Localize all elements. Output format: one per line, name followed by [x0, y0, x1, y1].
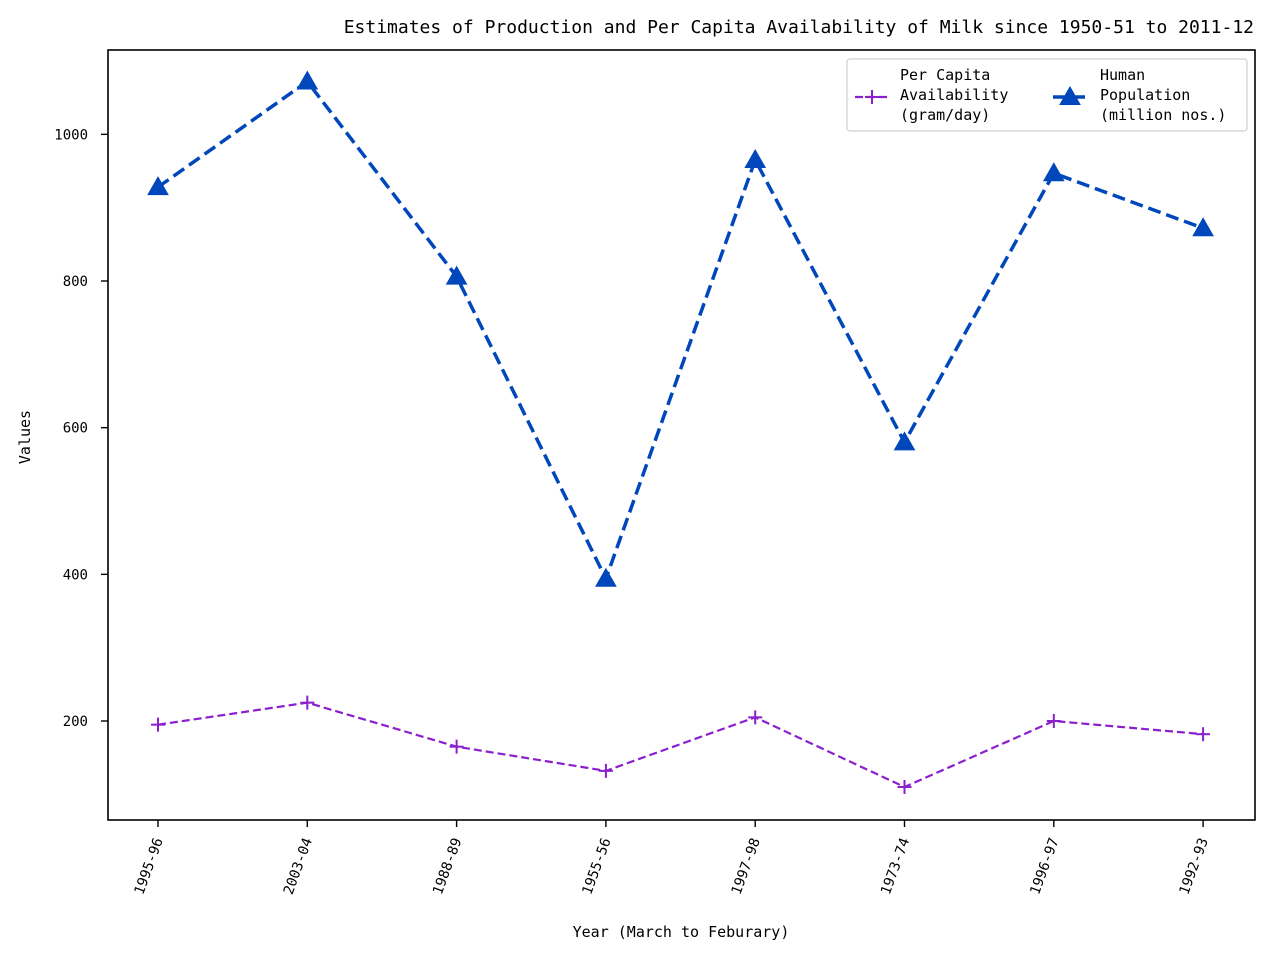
- data-point: [897, 780, 912, 794]
- data-point: [1042, 162, 1065, 182]
- legend-box: [846, 58, 1248, 132]
- x-tick-label: 1973-74: [878, 836, 913, 897]
- legend-marker: [1059, 85, 1081, 105]
- data-point: [744, 148, 767, 168]
- data-point: [449, 739, 464, 754]
- data-point: [1046, 714, 1061, 728]
- legend-item: Human Population (million nos.): [1053, 66, 1226, 124]
- data-point: [151, 717, 165, 732]
- y-tick-label: 800: [63, 274, 88, 290]
- data-point: [147, 176, 169, 196]
- series-layer: [147, 70, 1214, 794]
- series-line: [157, 701, 1204, 789]
- y-tick-label: 400: [63, 567, 88, 583]
- x-tick-label: 1992-93: [1177, 836, 1212, 897]
- data-point: [598, 763, 613, 778]
- y-axis: 200 400 600 800 1000: [54, 127, 108, 730]
- x-tick-label: 1997-98: [729, 836, 764, 897]
- legend-label: Human Population (million nos.): [1100, 66, 1226, 124]
- legend-marker: [865, 90, 879, 104]
- legend: Per Capita Availability (gram/day) Human Pop…: [846, 58, 1248, 132]
- x-tick-label: 2003-04: [281, 836, 316, 897]
- y-tick-label: 200: [63, 714, 88, 730]
- legend-item: Per Capita Availability (gram/day): [855, 66, 1008, 124]
- y-tick-label: 600: [63, 421, 88, 437]
- legend-label: Per Capita Availability (gram/day): [900, 66, 1008, 124]
- data-point: [445, 265, 468, 285]
- data-point: [1196, 727, 1211, 742]
- x-tick-label: 1995-96: [132, 836, 167, 897]
- data-point: [1192, 217, 1214, 237]
- x-axis: 1995-96 2003-04 1988-89 1955-56 1997-98 1973-…: [132, 820, 1212, 897]
- x-axis-label: Year (March to Feburary): [573, 923, 790, 941]
- plot-area-frame: [107, 49, 1256, 821]
- series-2: [147, 70, 1214, 587]
- data-point: [296, 70, 319, 90]
- y-axis-label: Values: [16, 410, 34, 464]
- x-tick-label: 1996-97: [1027, 836, 1062, 897]
- data-point: [300, 695, 315, 710]
- chart-title: Estimates of Production and Per Capita A…: [344, 17, 1254, 38]
- y-tick-label: 1000: [54, 127, 88, 143]
- data-point: [595, 567, 617, 587]
- data-point: [748, 710, 763, 725]
- series-1: [151, 695, 1211, 794]
- series-line: [156, 79, 1204, 584]
- x-tick-label: 1955-56: [579, 836, 614, 897]
- x-tick-label: 1988-89: [430, 836, 465, 897]
- data-point: [893, 431, 916, 451]
